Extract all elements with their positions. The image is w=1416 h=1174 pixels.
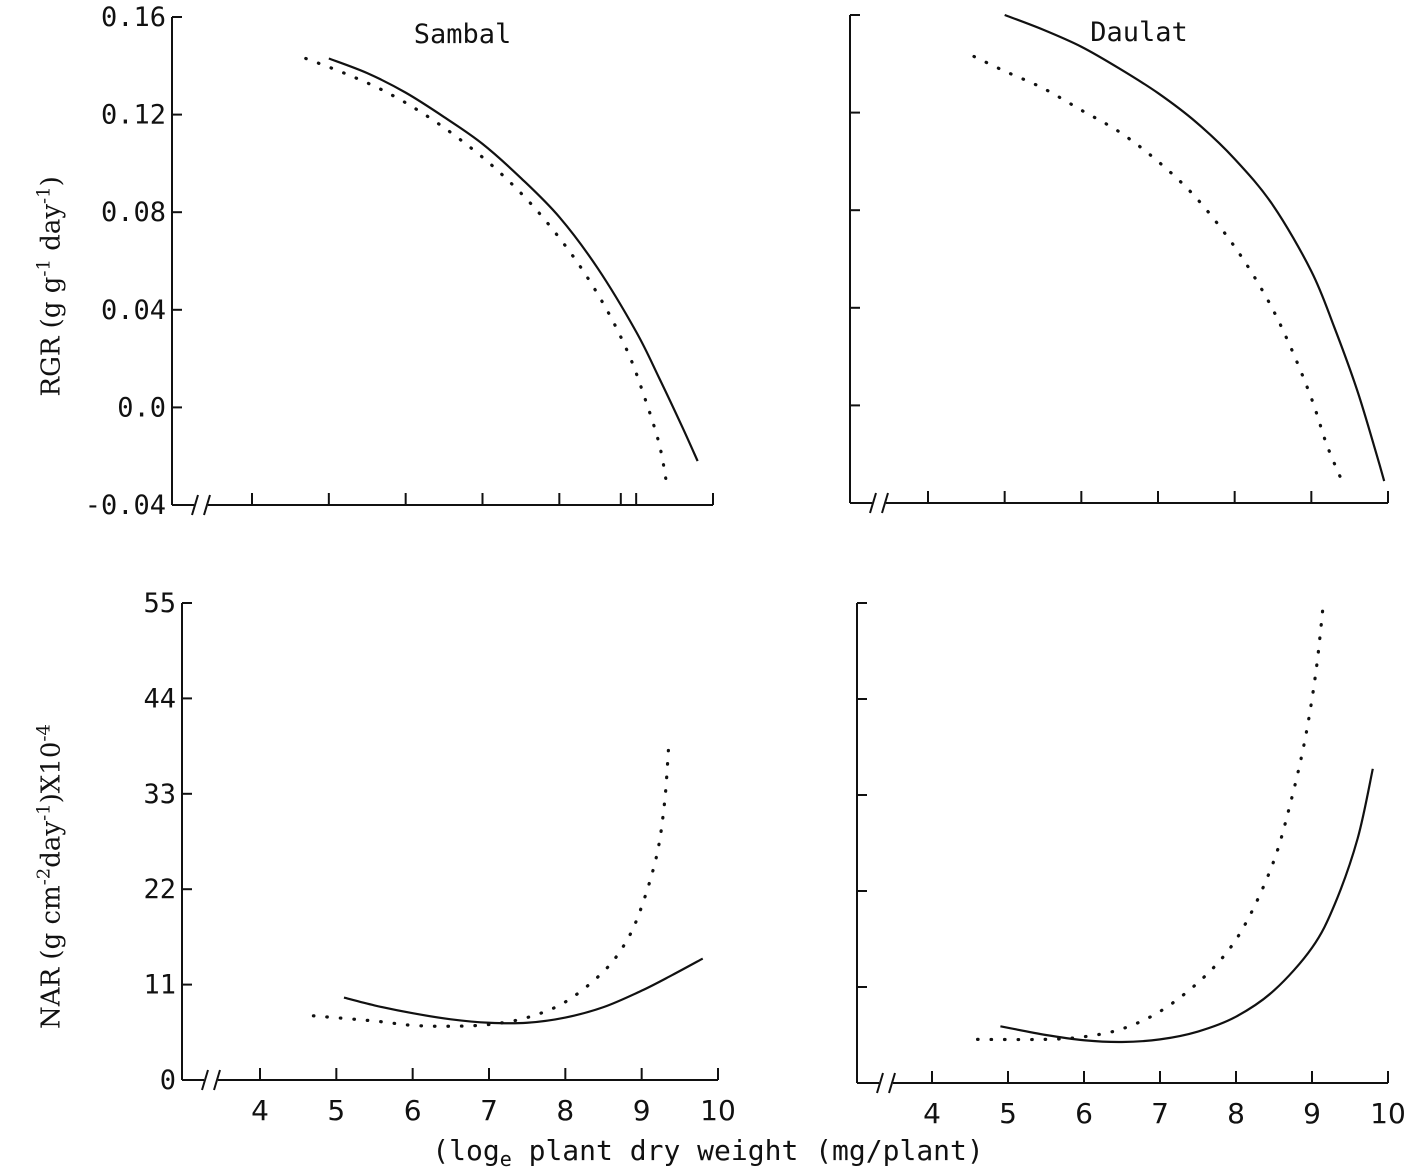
y-tick-label: 22 xyxy=(143,874,176,905)
x-tick-label: 4 xyxy=(251,1094,269,1127)
axis-break-mark xyxy=(888,1072,896,1094)
x-tick-label: 4 xyxy=(923,1097,941,1130)
nar-label-mid: day xyxy=(36,820,67,868)
y-tick-label: 0.12 xyxy=(101,100,166,131)
x-tick-label: 7 xyxy=(1151,1097,1169,1130)
series-solid-line xyxy=(1000,768,1374,1044)
y-tick-label: 0.04 xyxy=(101,295,166,326)
axis-break-mark xyxy=(869,492,877,514)
x-tick-label: 9 xyxy=(1303,1097,1321,1130)
panel-rgr-daulat: Daulat xyxy=(849,13,1389,514)
x-label-post: plant dry weight (mg/plant) xyxy=(511,1134,984,1167)
y-axis-label-rgr: RGR (g g-1 day-1) xyxy=(33,176,67,397)
x-tick-label: 6 xyxy=(404,1094,422,1127)
series-solid-line xyxy=(343,957,704,1025)
panel-title: Sambal xyxy=(414,19,512,50)
y-tick-label: 0.08 xyxy=(101,197,166,228)
axis-break-mark xyxy=(203,494,211,516)
series-dotted-line xyxy=(976,601,1325,1042)
x-tick-label: 10 xyxy=(1370,1097,1406,1130)
x-axis-label: (loge plant dry weight (mg/plant) xyxy=(0,1134,1416,1171)
x-tick-label: 5 xyxy=(327,1094,345,1127)
x-tick-label: 9 xyxy=(633,1094,651,1127)
x-tick-label: 10 xyxy=(700,1094,736,1127)
rgr-label-post: ) xyxy=(36,176,67,187)
axis-break-mark xyxy=(876,1072,884,1094)
y-tick-label: 0 xyxy=(160,1065,176,1096)
nar-label-post: )X10 xyxy=(36,741,67,804)
series-dotted-line xyxy=(311,748,670,1028)
nar-label-text: NAR (g cm xyxy=(36,885,67,1029)
axis-break-mark xyxy=(201,1069,209,1091)
x-label-text: (log xyxy=(432,1134,500,1167)
y-tick-label: 33 xyxy=(143,779,176,810)
x-tick-label: 7 xyxy=(480,1094,498,1127)
rgr-label-text: RGR (g g xyxy=(36,276,67,397)
panel-rgr-sambal: 0.16 0.12 0.08 0.04 0.0 -0.04 Sambal xyxy=(85,2,714,521)
axis-break-mark xyxy=(881,492,889,514)
panel-nar-sambal: 55 44 33 22 11 0 4 5 6 7 8 9 10 xyxy=(143,588,735,1127)
series-dotted-line xyxy=(972,54,1344,483)
nar-label-sup2: -1 xyxy=(33,803,55,821)
x-label-sub: e xyxy=(499,1147,512,1171)
x-tick-label: 8 xyxy=(1227,1097,1245,1130)
y-tick-label: -0.04 xyxy=(85,490,166,521)
series-dotted-line xyxy=(304,56,669,488)
y-tick-label: 0.0 xyxy=(117,392,166,423)
x-tick-label: 5 xyxy=(999,1097,1017,1130)
panel-nar-daulat: 4 5 6 7 8 9 10 xyxy=(856,601,1406,1130)
x-tick-label: 6 xyxy=(1075,1097,1093,1130)
axis-break-mark xyxy=(191,494,199,516)
nar-label-sup1: -2 xyxy=(33,867,55,886)
y-tick-label: 55 xyxy=(143,588,176,619)
x-tick-label: 8 xyxy=(556,1094,574,1127)
series-solid-line xyxy=(1004,13,1386,482)
rgr-label-sup2: -1 xyxy=(33,186,55,204)
rgr-label-sup1: -1 xyxy=(33,259,55,277)
y-axis-label-nar: NAR (g cm-2day-1)X10-4 xyxy=(34,677,67,1077)
panel-title: Daulat xyxy=(1090,17,1188,48)
axis-break-mark xyxy=(213,1069,221,1091)
nar-label-sup3: -4 xyxy=(33,724,55,742)
y-tick-label: 11 xyxy=(143,970,176,1001)
rgr-label-mid: day xyxy=(36,203,67,260)
series-solid-line xyxy=(328,57,699,462)
y-tick-label: 0.16 xyxy=(101,2,166,33)
y-tick-label: 44 xyxy=(143,683,176,714)
